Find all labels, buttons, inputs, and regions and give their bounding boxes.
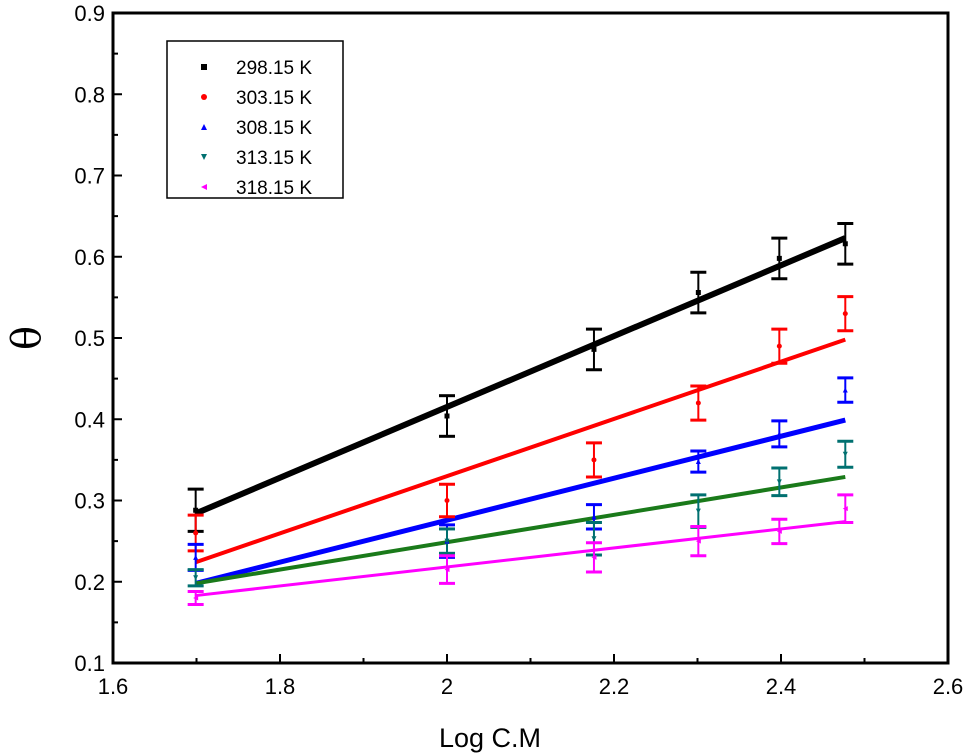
data-point xyxy=(776,479,782,485)
x-tick-label: 2.6 xyxy=(933,674,964,699)
data-point xyxy=(842,387,848,393)
legend-label: 303.15 K xyxy=(236,88,312,109)
legend-marker xyxy=(201,94,207,100)
legend-label: 308.15 K xyxy=(236,118,312,139)
data-point xyxy=(193,595,199,601)
legend-label: 318.15 K xyxy=(236,178,312,199)
data-point xyxy=(695,400,701,406)
y-tick-label: 0.7 xyxy=(74,164,105,189)
data-point xyxy=(695,508,701,514)
y-tick-label: 0.6 xyxy=(74,245,105,270)
x-tick-label: 1.8 xyxy=(265,674,296,699)
legend-label: 313.15 K xyxy=(236,148,312,169)
data-point xyxy=(842,311,848,317)
y-tick-label: 0.8 xyxy=(74,82,105,107)
y-axis-title: θ xyxy=(4,326,50,350)
legend-marker xyxy=(201,64,207,70)
data-point xyxy=(842,241,848,247)
data-point xyxy=(444,538,450,544)
data-point xyxy=(776,431,782,437)
legend-marker xyxy=(201,124,207,130)
x-tick-label: 2.4 xyxy=(766,674,797,699)
legend: 298.15 K 303.15 K 308.15 K 313.15 K 318.15 K xyxy=(166,40,344,199)
data-point xyxy=(776,343,782,349)
fit-line xyxy=(195,474,846,586)
data-point xyxy=(591,514,597,520)
x-tick-label: 2 xyxy=(441,674,453,699)
data-point xyxy=(193,575,199,581)
legend-marker xyxy=(201,184,207,190)
data-point xyxy=(444,567,450,573)
data-point xyxy=(842,506,848,512)
y-tick-label: 0.3 xyxy=(74,489,105,514)
error-bars xyxy=(187,221,854,606)
data-point xyxy=(591,536,597,542)
legend-box xyxy=(166,40,344,199)
data-point xyxy=(776,255,782,261)
x-tick-label: 1.6 xyxy=(98,674,129,699)
y-tick-label: 0.2 xyxy=(74,570,105,595)
data-point xyxy=(776,528,782,534)
data-point xyxy=(591,554,597,560)
legend-marker xyxy=(201,154,207,160)
data-point xyxy=(444,413,450,419)
legend-label: 298.15 K xyxy=(236,58,312,79)
y-tick-label: 0.5 xyxy=(74,326,105,351)
data-point xyxy=(842,451,848,457)
x-tick-label: 2.2 xyxy=(599,674,630,699)
y-tick-label: 0.1 xyxy=(74,651,105,676)
fit-line xyxy=(195,520,846,598)
data-point xyxy=(695,538,701,544)
data-point xyxy=(444,498,450,503)
data-point xyxy=(695,459,701,464)
fit-line xyxy=(194,235,847,517)
data-point xyxy=(695,290,701,295)
fit-line xyxy=(195,337,846,565)
y-tick-label: 0.4 xyxy=(74,407,105,432)
fit-lines xyxy=(194,235,847,598)
tick-layer: 1.6 1.8 2 2.2 2.4 2.6 0.1 0.2 0.3 0.4 0.5 0.6 0.7 0.8… xyxy=(74,1,963,699)
data-point xyxy=(193,530,199,536)
data-point xyxy=(193,507,199,513)
data-point xyxy=(193,554,199,560)
x-axis-title: Log C.M xyxy=(439,723,541,753)
plot-frame xyxy=(111,11,950,665)
data-point xyxy=(591,346,597,352)
data-point xyxy=(591,457,597,463)
data-points xyxy=(193,241,848,601)
fit-line xyxy=(195,417,846,586)
y-tick-label: 0.9 xyxy=(74,1,105,26)
